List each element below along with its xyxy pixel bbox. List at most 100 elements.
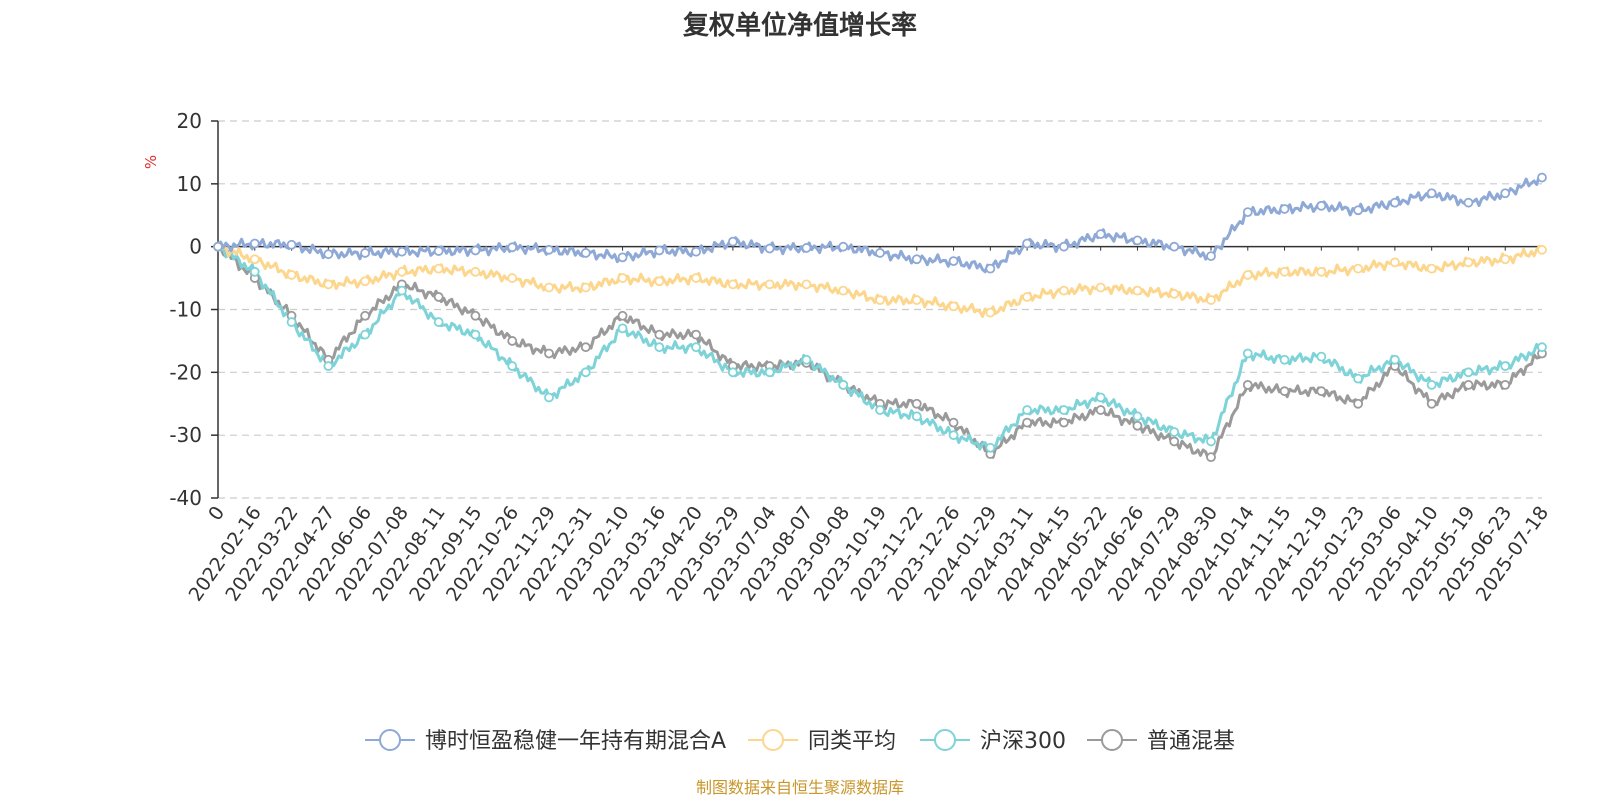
data-point <box>1389 197 1400 208</box>
data-point <box>507 273 518 283</box>
data-point <box>948 256 959 267</box>
data-point <box>1058 285 1069 296</box>
data-point <box>617 252 628 263</box>
legend-circle-icon <box>379 729 401 751</box>
data-point <box>1463 367 1474 378</box>
data-point <box>1316 266 1327 277</box>
data-point <box>1058 241 1069 252</box>
data-point <box>1389 354 1400 365</box>
data-point <box>654 245 665 256</box>
legend-item-2[interactable]: 同类平均 <box>748 729 896 754</box>
data-point <box>691 342 702 353</box>
data-point <box>985 307 996 318</box>
data-point <box>1353 373 1364 384</box>
source-note: 制图数据来自恒生聚源数据库 <box>696 778 904 797</box>
data-point <box>1463 197 1474 208</box>
data-point <box>911 254 922 265</box>
data-point <box>580 282 591 293</box>
data-point <box>1022 292 1033 302</box>
data-point <box>1500 361 1511 371</box>
data-point <box>691 329 702 340</box>
data-point <box>1169 241 1180 252</box>
data-point <box>727 279 738 290</box>
data-point <box>1279 204 1290 214</box>
data-point <box>507 336 518 346</box>
data-point <box>323 249 334 260</box>
y-tick-label: -40 <box>169 486 202 510</box>
data-point <box>1169 436 1180 447</box>
data-point <box>1206 295 1216 305</box>
legend: 博时恒盈稳健一年持有期混合A 同类平均 沪深300 普通混基 <box>365 729 1235 754</box>
data-point <box>1242 270 1253 280</box>
y-axis-unit: % <box>142 155 160 169</box>
data-point <box>1095 392 1106 403</box>
data-point <box>470 266 481 277</box>
y-tick-label: 10 <box>177 172 202 196</box>
data-point <box>1537 244 1547 255</box>
data-point <box>838 241 849 252</box>
data-point <box>470 310 481 321</box>
data-point <box>249 266 260 277</box>
data-point <box>1022 417 1033 428</box>
data-point <box>875 405 885 415</box>
data-point <box>1426 263 1437 274</box>
data-point <box>580 342 591 353</box>
data-point <box>691 246 702 257</box>
data-point <box>727 367 738 378</box>
data-point <box>323 361 334 371</box>
data-point <box>1500 254 1511 265</box>
y-tick-label: 0 <box>189 235 202 259</box>
data-point <box>433 292 444 302</box>
legend-circle-icon <box>762 729 784 751</box>
data-point <box>580 248 591 258</box>
data-point <box>580 367 591 378</box>
data-point <box>617 273 628 283</box>
data-point <box>360 329 371 340</box>
data-point <box>617 310 628 321</box>
data-point <box>1058 405 1069 415</box>
legend-circle-icon <box>934 729 956 751</box>
legend-item-4[interactable]: 普通混基 <box>1087 729 1235 754</box>
data-point <box>948 301 959 312</box>
legend-label: 博时恒盈稳健一年持有期混合A <box>425 729 726 754</box>
data-point <box>1132 285 1143 296</box>
data-point <box>1242 348 1253 359</box>
data-point <box>764 279 775 290</box>
data-point <box>1169 288 1180 299</box>
data-point <box>360 248 371 258</box>
y-axis-ticks: 20 10 0 -10 -20 -30 -40 <box>169 109 218 510</box>
data-point <box>433 263 444 274</box>
data-point <box>544 244 554 255</box>
data-point <box>544 282 554 293</box>
grid <box>218 120 1542 499</box>
data-point <box>1279 386 1290 397</box>
data-point <box>948 417 959 428</box>
data-point <box>875 248 885 258</box>
data-point <box>911 398 922 409</box>
legend-circle-icon <box>1101 729 1123 751</box>
data-point <box>654 342 665 353</box>
data-point <box>1206 251 1216 261</box>
data-point <box>286 270 297 280</box>
legend-item-1[interactable]: 博时恒盈稳健一年持有期混合A <box>365 729 726 754</box>
y-tick-label: 20 <box>177 109 202 133</box>
data-point <box>1426 379 1437 390</box>
y-tick-label: -20 <box>169 360 202 384</box>
legend-item-3[interactable]: 沪深300 <box>920 729 1066 754</box>
data-point <box>1095 405 1106 415</box>
data-point <box>396 246 407 257</box>
data-point <box>1206 436 1216 447</box>
data-point <box>727 236 738 247</box>
data-point <box>1353 263 1364 274</box>
y-tick-label: -10 <box>169 298 202 322</box>
data-point <box>396 266 407 277</box>
data-point <box>1537 342 1547 353</box>
series-line-4 <box>217 245 1544 461</box>
data-point <box>1426 188 1437 199</box>
data-point <box>433 317 444 327</box>
data-point <box>1095 282 1106 293</box>
data-point <box>249 238 260 249</box>
data-point <box>1206 452 1216 463</box>
data-point <box>249 254 260 265</box>
